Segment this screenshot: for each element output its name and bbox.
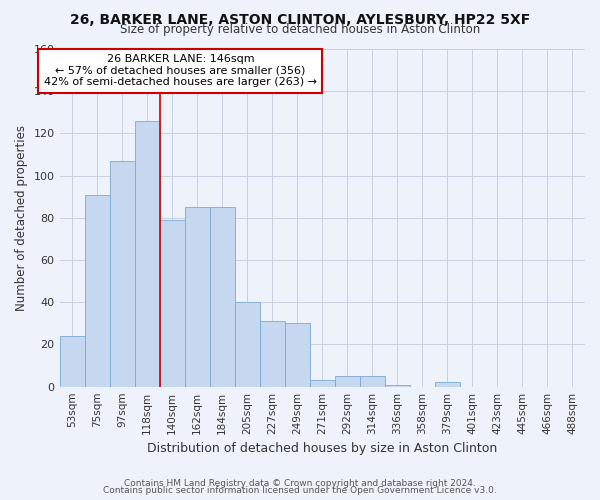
Bar [235, 302, 260, 386]
Bar [435, 382, 460, 386]
Text: Contains public sector information licensed under the Open Government Licence v3: Contains public sector information licen… [103, 486, 497, 495]
Bar [385, 384, 410, 386]
Bar [285, 324, 310, 386]
Text: Contains HM Land Registry data © Crown copyright and database right 2024.: Contains HM Land Registry data © Crown c… [124, 478, 476, 488]
Bar [335, 376, 360, 386]
X-axis label: Distribution of detached houses by size in Aston Clinton: Distribution of detached houses by size … [147, 442, 497, 455]
Bar [260, 322, 285, 386]
Text: 26 BARKER LANE: 146sqm
← 57% of detached houses are smaller (356)
42% of semi-de: 26 BARKER LANE: 146sqm ← 57% of detached… [44, 54, 317, 88]
Bar [134, 121, 160, 386]
Bar [110, 161, 134, 386]
Bar [209, 208, 235, 386]
Bar [360, 376, 385, 386]
Bar [59, 336, 85, 386]
Bar [185, 208, 209, 386]
Bar [310, 380, 335, 386]
Bar [85, 194, 110, 386]
Text: 26, BARKER LANE, ASTON CLINTON, AYLESBURY, HP22 5XF: 26, BARKER LANE, ASTON CLINTON, AYLESBUR… [70, 12, 530, 26]
Bar [160, 220, 185, 386]
Text: Size of property relative to detached houses in Aston Clinton: Size of property relative to detached ho… [120, 22, 480, 36]
Y-axis label: Number of detached properties: Number of detached properties [15, 125, 28, 311]
